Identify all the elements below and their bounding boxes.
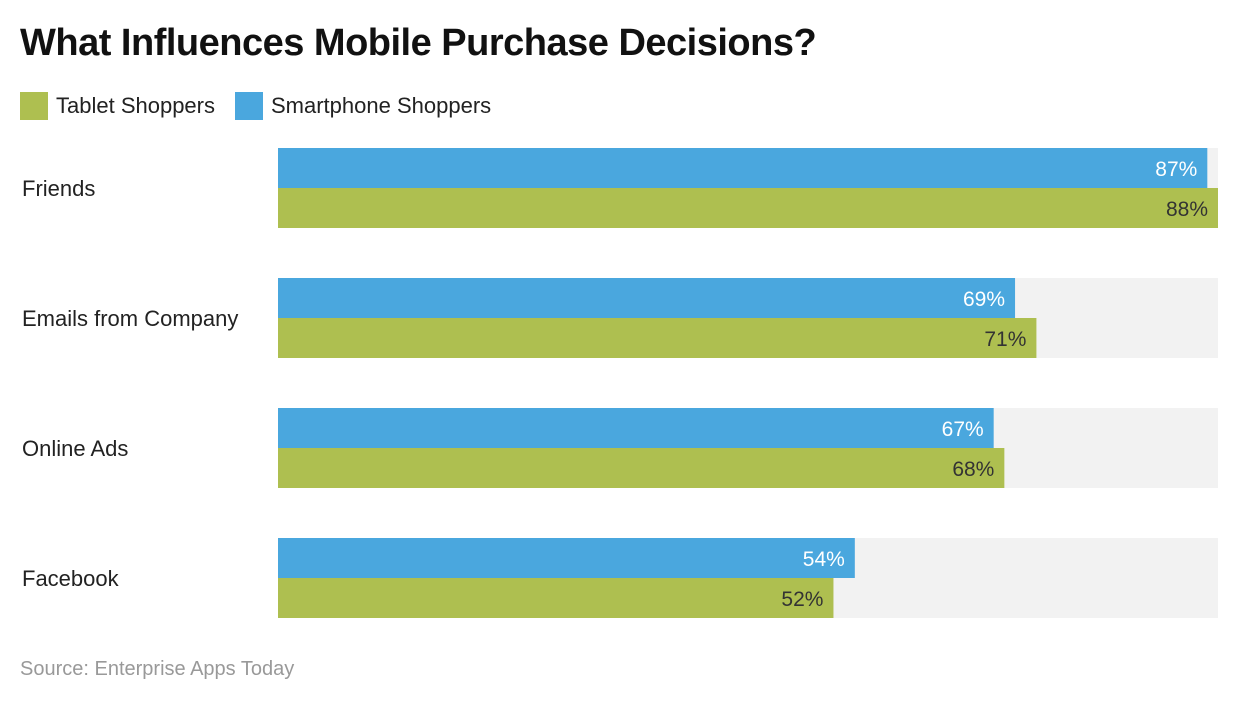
bar-smartphone <box>278 278 1016 318</box>
legend-item-smartphone: Smartphone Shoppers <box>235 92 491 120</box>
bar-smartphone <box>278 148 1208 188</box>
category-label: Online Ads <box>22 436 128 461</box>
legend-swatch-tablet <box>20 92 48 120</box>
category-label: Friends <box>22 176 95 201</box>
data-label: 71% <box>984 328 1026 351</box>
legend-label-smartphone: Smartphone Shoppers <box>271 93 492 118</box>
data-label: 88% <box>1166 198 1208 221</box>
bar-smartphone <box>278 538 855 578</box>
legend-label-tablet: Tablet Shoppers <box>56 93 215 118</box>
data-label: 52% <box>781 588 823 611</box>
bar-tablet <box>278 578 834 618</box>
bar-tablet <box>278 318 1037 358</box>
category-label: Emails from Company <box>22 306 238 331</box>
legend-swatch-smartphone <box>235 92 263 120</box>
data-label: 69% <box>963 288 1005 311</box>
data-label: 68% <box>952 458 994 481</box>
chart-title: What Influences Mobile Purchase Decision… <box>20 22 817 64</box>
bar-tablet <box>278 188 1218 228</box>
bar-tablet <box>278 448 1005 488</box>
bar-smartphone <box>278 408 994 448</box>
data-label: 54% <box>803 548 845 571</box>
legend: Tablet Shoppers Smartphone Shoppers <box>20 92 491 120</box>
data-label: 67% <box>942 418 984 441</box>
data-label: 87% <box>1155 158 1197 181</box>
source-note: Source: Enterprise Apps Today <box>20 658 295 680</box>
legend-item-tablet: Tablet Shoppers <box>20 92 215 120</box>
category-label: Facebook <box>22 566 120 591</box>
